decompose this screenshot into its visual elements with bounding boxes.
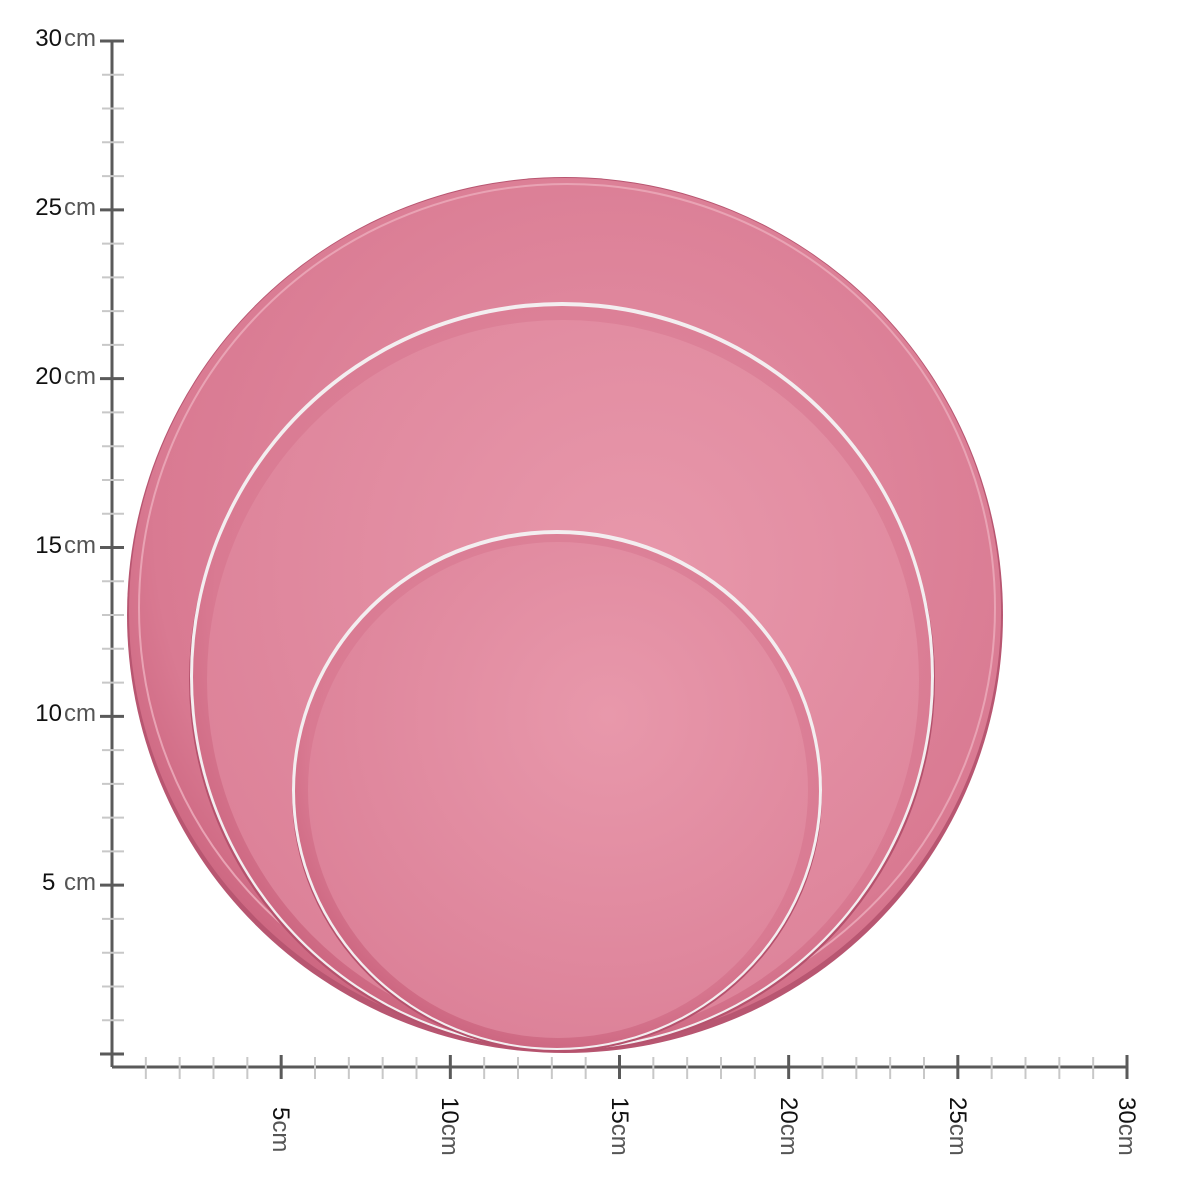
ruler-label-value: 25 [35,193,62,221]
ruler-label-unit: cm [64,362,96,390]
horizontal-ruler-label: 20cm [774,1097,802,1156]
ruler-label-value: 10 [436,1097,464,1124]
ruler-label-unit: cm [943,1123,971,1156]
ruler-label-value: 15 [35,531,62,559]
ruler-label-unit: cm [57,869,96,897]
ruler-label-unit: cm [64,700,96,728]
vertical-ruler-label: 25cm [35,194,96,222]
ruler-label-value: 20 [35,362,62,390]
ruler-label-value: 30 [1113,1097,1140,1124]
ruler-label-unit: cm [64,193,96,221]
vertical-ruler-label: 15cm [35,532,96,560]
ruler-label-unit: cm [436,1123,464,1156]
ruler-label-value: 10 [35,700,62,728]
ruler-label-value: 30 [35,25,62,52]
vertical-ruler-label: 20cm [35,363,96,391]
ruler-label-unit: cm [1113,1123,1140,1156]
ruler-label-value: 5 [267,1107,295,1121]
vertical-ruler-label: 5 cm [42,869,96,897]
horizontal-ruler-label: 25cm [943,1097,971,1156]
vertical-ruler-label: 10cm [35,700,96,728]
ruler-label-unit: cm [774,1123,802,1156]
ruler-label-value: 20 [774,1097,802,1124]
horizontal-ruler-label: 30cm [1112,1097,1140,1156]
horizontal-ruler-label: 5cm [266,1107,294,1152]
ruler-label-unit: cm [64,25,96,52]
horizontal-ruler-label: 10cm [435,1097,463,1156]
ruler-label-value: 15 [605,1097,633,1124]
measurement-ruler [100,39,1129,1079]
ruler-label-value: 25 [943,1097,971,1124]
small-plate [292,530,822,1052]
ruler-label-unit: cm [605,1123,633,1156]
ruler-label-value: 5 [41,869,56,897]
ruler-label-unit: cm [64,531,96,559]
vertical-ruler-label: 30cm [35,25,96,53]
ruler-label-unit: cm [267,1120,295,1153]
horizontal-ruler-label: 15cm [605,1097,633,1156]
